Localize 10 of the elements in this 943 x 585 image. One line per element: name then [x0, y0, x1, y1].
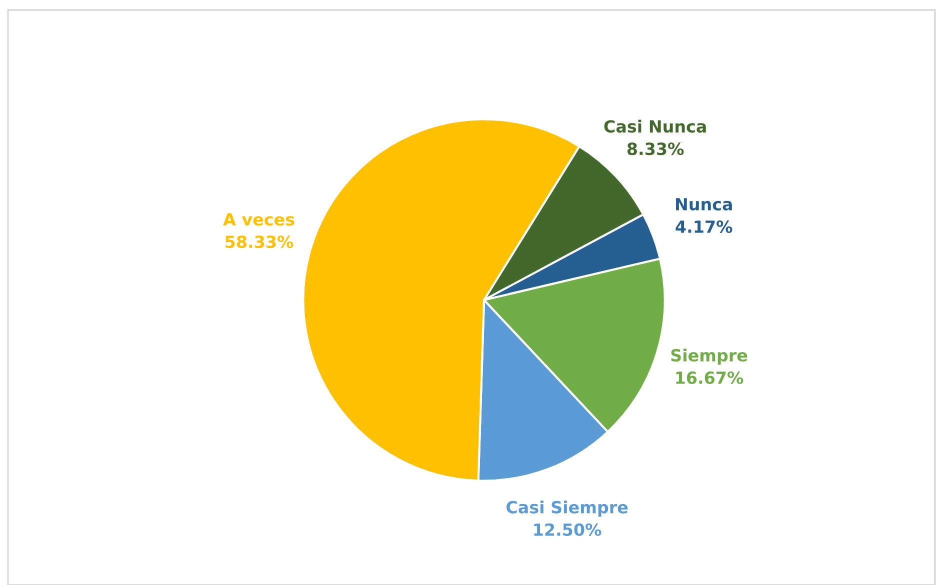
slice-label: Nunca [676, 198, 732, 210]
slice-label: Siempre [671, 348, 748, 365]
slice-label: Casi Nunca [604, 120, 706, 133]
data-label: 16.67% [676, 371, 744, 384]
data-label: 12.50% [534, 523, 602, 536]
data-label: 4.17% [676, 220, 732, 233]
slice-label: Casi Siempre [506, 500, 628, 517]
data-label: 58.33% [226, 236, 294, 248]
data-label: 8.33% [627, 142, 684, 156]
slice-label: A veces [223, 213, 294, 226]
